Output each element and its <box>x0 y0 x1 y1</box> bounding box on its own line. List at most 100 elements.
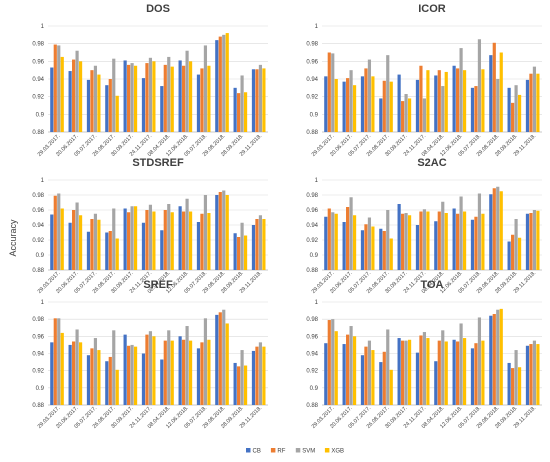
bar-svm <box>112 330 116 405</box>
bar-rf <box>364 68 368 132</box>
bar-svm <box>130 344 134 405</box>
bar-cb <box>196 348 201 405</box>
legend-label: RF <box>277 449 285 455</box>
bar-cb <box>50 67 54 132</box>
y-tick-label: 0.9 <box>36 253 45 259</box>
bar-rf <box>72 341 76 405</box>
bar-svm <box>93 338 98 405</box>
bar-rf <box>182 211 186 270</box>
bar-svm <box>167 204 171 270</box>
bar-xgb <box>517 94 522 132</box>
bar-rf <box>401 101 405 132</box>
bar-rf <box>327 52 331 132</box>
bar-rf <box>163 64 167 132</box>
bar-cb <box>68 344 72 405</box>
legend-item-svm: SVM <box>295 448 315 455</box>
bar-xgb <box>481 340 485 405</box>
bar-cb <box>360 76 365 132</box>
bar-rf <box>456 341 460 405</box>
bar-rf <box>492 188 496 270</box>
bar-svm <box>240 75 244 132</box>
bar-rf <box>474 343 478 405</box>
chart-title: STDSREF <box>132 157 184 169</box>
bar-rf <box>474 216 478 270</box>
bar-xgb <box>426 70 430 132</box>
bar-xgb <box>97 219 101 270</box>
y-tick-label: 1 <box>41 300 45 306</box>
bar-rf <box>145 210 149 270</box>
bar-svm <box>532 340 537 405</box>
bar-xgb <box>444 71 448 132</box>
chart-panel-s2ac: S2AC0.880.90.920.940.960.98129.03.2017.2… <box>306 157 542 295</box>
bar-rf <box>108 231 112 270</box>
legend-swatch <box>246 448 251 453</box>
bar-svm <box>422 209 427 270</box>
y-tick-label: 0.94 <box>32 352 44 358</box>
bar-rf <box>511 368 515 405</box>
bar-rf <box>401 213 405 270</box>
bar-xgb <box>334 331 338 405</box>
bar-xgb <box>481 69 485 132</box>
bar-rf <box>200 213 204 270</box>
legend-item-xgb: XGB <box>324 448 344 455</box>
bar-rf <box>327 320 331 405</box>
bar-xgb <box>207 65 211 132</box>
bar-rf <box>200 342 204 405</box>
bar-xgb <box>243 235 248 270</box>
y-tick-label: 0.94 <box>306 223 318 229</box>
y-tick-label: 1 <box>315 300 319 306</box>
bar-xgb <box>133 65 138 132</box>
bar-cb <box>196 74 201 132</box>
bar-xgb <box>517 237 522 270</box>
bar-xgb <box>262 219 266 270</box>
bar-rf <box>456 213 460 270</box>
bar-cb <box>360 230 365 270</box>
bar-svm <box>477 39 482 132</box>
bar-rf <box>474 86 478 132</box>
bar-xgb <box>188 340 193 405</box>
y-tick-label: 0.9 <box>310 112 319 118</box>
bar-rf <box>437 211 441 270</box>
y-axis-label: Accuracy <box>8 219 18 257</box>
bar-svm <box>240 350 244 405</box>
bar-cb <box>342 222 346 270</box>
y-tick-label: 0.98 <box>306 193 318 199</box>
bar-cb <box>123 208 127 270</box>
bar-rf <box>53 195 57 270</box>
legend-swatch <box>270 448 276 453</box>
chart-title: TOA <box>420 279 443 291</box>
bar-cb <box>324 216 328 270</box>
bar-rf <box>237 93 241 132</box>
bar-xgb <box>444 213 448 270</box>
bar-svm <box>367 217 372 270</box>
bar-svm <box>514 350 518 405</box>
bar-cb <box>379 362 383 405</box>
bar-svm <box>459 196 463 270</box>
chart-panel-sref: SREF0.880.90.920.940.960.98129.03.2017.2… <box>32 279 268 430</box>
bar-xgb <box>389 369 393 405</box>
bar-cb <box>50 214 54 270</box>
bar-rf <box>529 344 533 405</box>
bar-rf <box>127 212 131 270</box>
bar-svm <box>148 57 153 132</box>
bar-svm <box>148 331 153 405</box>
bar-cb <box>525 213 530 270</box>
y-tick-label: 0.98 <box>306 317 318 323</box>
bar-xgb <box>499 52 503 132</box>
y-tick-label: 0.9 <box>310 253 319 259</box>
y-tick-label: 0.9 <box>310 386 319 392</box>
bar-svm <box>349 326 353 405</box>
bar-rf <box>90 219 94 270</box>
bar-rf <box>108 356 112 405</box>
bar-svm <box>386 55 390 132</box>
bar-svm <box>130 63 134 132</box>
bar-svm <box>496 79 500 132</box>
bar-svm <box>386 329 390 405</box>
bar-xgb <box>334 79 338 132</box>
bar-cb <box>507 241 511 270</box>
chart-title: S2AC <box>417 157 446 169</box>
bar-xgb <box>225 33 229 132</box>
bar-xgb <box>371 226 375 270</box>
bar-xgb <box>97 350 101 405</box>
bar-rf <box>437 340 441 405</box>
